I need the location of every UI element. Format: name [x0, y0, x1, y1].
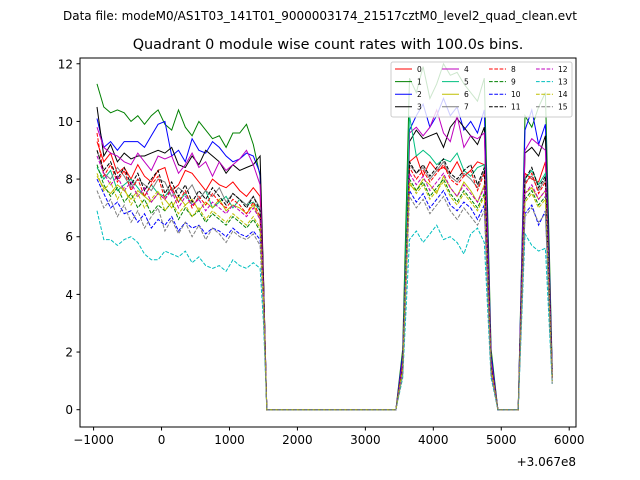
legend-label-1: 1	[417, 77, 422, 86]
chart-title: Quadrant 0 module wise count rates with …	[133, 37, 524, 53]
x-tick-label: −1000	[73, 433, 114, 447]
series-layer	[96, 62, 553, 411]
x-axis: −1000 0 1000 2000 3000 4000 5000 6000	[73, 427, 584, 447]
legend-label-7: 7	[464, 103, 469, 112]
legend-label-10: 10	[511, 90, 521, 99]
y-tick-label: 6	[65, 230, 73, 244]
y-axis: 0 2 4 6 8 10 12	[58, 57, 80, 417]
y-tick-label: 0	[65, 403, 73, 417]
legend-frame	[390, 61, 573, 118]
legend-label-9: 9	[511, 77, 516, 86]
legend-label-0: 0	[417, 65, 422, 74]
legend-label-13: 13	[558, 77, 568, 86]
legend-label-15: 15	[558, 103, 568, 112]
legend-label-8: 8	[511, 65, 516, 74]
series-line-15	[96, 190, 553, 411]
x-tick-label: 1000	[214, 433, 245, 447]
legend-label-2: 2	[417, 90, 422, 99]
y-tick-label: 4	[65, 288, 73, 302]
x-tick-label: 2000	[282, 433, 313, 447]
x-axis-offset-label: +3.067e8	[517, 455, 576, 469]
x-tick-label: 3000	[350, 433, 381, 447]
x-tick-label: 6000	[554, 433, 585, 447]
plot-area-frame	[79, 57, 577, 428]
legend-label-6: 6	[464, 90, 469, 99]
x-tick-label: 0	[158, 433, 166, 447]
y-tick-label: 2	[65, 346, 73, 360]
x-tick-label: 4000	[418, 433, 449, 447]
chart-suptitle: Data file: modeM0/AS1T03_141T01_90000031…	[63, 9, 577, 23]
legend-label-11: 11	[511, 103, 521, 112]
legend-label-5: 5	[464, 77, 469, 86]
x-tick-label: 5000	[486, 433, 517, 447]
legend-label-12: 12	[558, 65, 568, 74]
y-tick-label: 12	[58, 57, 73, 71]
y-tick-label: 10	[58, 115, 73, 129]
legend-label-14: 14	[558, 90, 568, 99]
legend-label-3: 3	[417, 103, 422, 112]
legend-label-4: 4	[464, 65, 469, 74]
y-tick-label: 8	[65, 173, 73, 187]
